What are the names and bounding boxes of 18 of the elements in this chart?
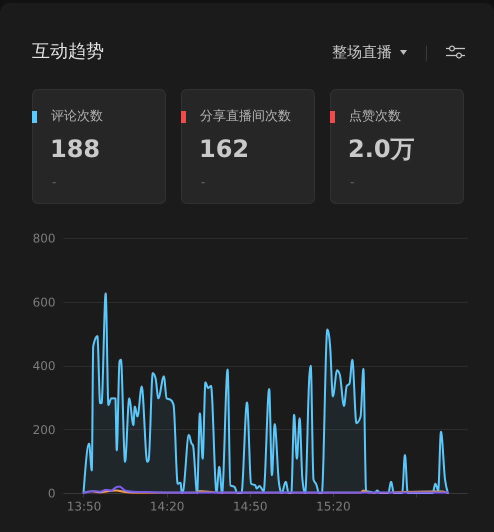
y-tick-label: 800: [32, 232, 56, 246]
x-tick-label: 14:50: [232, 500, 268, 514]
y-tick-label: 400: [32, 359, 56, 373]
stat-card: 分享直播间次数 162 -: [181, 89, 315, 204]
line-series: [82, 486, 449, 494]
x-tick-label: 14:20: [150, 500, 184, 514]
text: 整场直播: [332, 42, 392, 62]
category-label: 点赞次数: [349, 108, 401, 126]
category-label: 分享直播间次数: [200, 108, 291, 126]
text: 互动趋势: [32, 40, 104, 64]
stat-card: 评论次数 188 -: [32, 89, 166, 204]
y-tick-label: 600: [32, 295, 56, 310]
x-tick-label: 15:20: [316, 500, 351, 514]
y-tick-label: 0: [48, 486, 56, 500]
y-tick-label: 200: [32, 422, 56, 437]
stat-card: 点赞次数 2.0万 -: [330, 89, 464, 204]
category-label: 评论次数: [51, 108, 103, 126]
x-tick-label: 13:50: [66, 500, 102, 514]
